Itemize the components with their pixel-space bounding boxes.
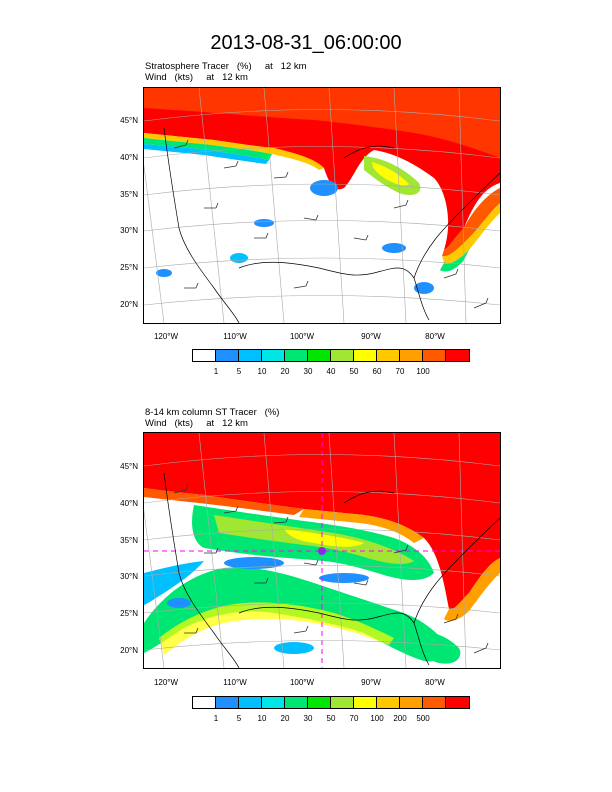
panel2-map [143, 432, 501, 669]
panel1-lat-20: 20°N [120, 300, 138, 309]
panel1-cbar-label: 1 [213, 367, 219, 376]
panel2-cbar-label: 50 [326, 714, 336, 723]
panel1-lat-35: 35°N [120, 190, 138, 199]
panel1-wind-label: Wind (kts) at 12 km [145, 72, 248, 83]
colorbar-box [216, 350, 239, 361]
colorbar-box [354, 697, 377, 708]
panel1-cbar-label: 20 [280, 367, 290, 376]
colorbar-box [446, 350, 469, 361]
panel2-lon-90: 90°W [361, 678, 381, 687]
panel2-lat-40: 40°N [120, 499, 138, 508]
panel2-cbar-label: 70 [349, 714, 359, 723]
panel1-cbar-label: 10 [257, 367, 267, 376]
panel1-lat-40: 40°N [120, 153, 138, 162]
colorbar-box [400, 350, 423, 361]
colorbar-box [331, 350, 354, 361]
colorbar-box [193, 350, 216, 361]
colorbar-box [285, 697, 308, 708]
panel1-lon-90: 90°W [361, 332, 381, 341]
panel2-lon-80: 80°W [425, 678, 445, 687]
panel1-map [143, 87, 501, 324]
colorbar-box [400, 697, 423, 708]
panel2-cbar-label: 200 [393, 714, 407, 723]
panel2-lat-30: 30°N [120, 572, 138, 581]
panel1-cbar-label: 60 [372, 367, 382, 376]
panel2-cbar-label: 10 [257, 714, 267, 723]
panel1-lon-80: 80°W [425, 332, 445, 341]
panel2-cbar-label: 20 [280, 714, 290, 723]
panel1-lon-100: 100°W [289, 332, 315, 341]
colorbar-box [423, 697, 446, 708]
panel2-cbar-label: 1 [213, 714, 219, 723]
panel2-lat-35: 35°N [120, 536, 138, 545]
panel2-lon-100: 100°W [289, 678, 315, 687]
colorbar-box [354, 350, 377, 361]
panel2-colorbar [192, 696, 470, 709]
panel1-cbar-label: 50 [349, 367, 359, 376]
colorbar-box [285, 350, 308, 361]
panel1-lat-30: 30°N [120, 226, 138, 235]
panel2-cbar-label: 500 [416, 714, 430, 723]
panel1-lat-25: 25°N [120, 263, 138, 272]
colorbar-box [377, 350, 400, 361]
panel1-lat-45: 45°N [120, 116, 138, 125]
colorbar-box [423, 350, 446, 361]
colorbar-box [239, 697, 262, 708]
panel1-lon-120: 120°W [153, 332, 179, 341]
panel2-cbar-label: 30 [303, 714, 313, 723]
colorbar-box [308, 697, 331, 708]
panel2-lat-45: 45°N [120, 462, 138, 471]
colorbar-box [262, 350, 285, 361]
panel2-lat-25: 25°N [120, 609, 138, 618]
colorbar-box [377, 697, 400, 708]
panel1-field-label: Stratosphere Tracer (%) at 12 km [145, 61, 307, 72]
panel1-cbar-label: 5 [236, 367, 242, 376]
colorbar-box [446, 697, 469, 708]
colorbar-box [331, 697, 354, 708]
colorbar-box [239, 350, 262, 361]
panel2-lon-120: 120°W [153, 678, 179, 687]
panel1-cbar-label: 30 [303, 367, 313, 376]
panel1-colorbar [192, 349, 470, 362]
colorbar-box [308, 350, 331, 361]
colorbar-box [193, 697, 216, 708]
panel2-lat-20: 20°N [120, 646, 138, 655]
panel2-cbar-label: 100 [370, 714, 384, 723]
panel1-cbar-label: 100 [416, 367, 430, 376]
plot-title: 2013-08-31_06:00:00 [210, 32, 402, 54]
panel1-cbar-label: 70 [395, 367, 405, 376]
colorbar-box [216, 697, 239, 708]
panel2-wind-label: Wind (kts) at 12 km [145, 418, 248, 429]
panel2-lon-110: 110°W [223, 678, 247, 687]
panel2-cbar-label: 5 [236, 714, 242, 723]
panel1-cbar-label: 40 [326, 367, 336, 376]
panel1-lon-110: 110°W [223, 332, 247, 341]
colorbar-box [262, 697, 285, 708]
panel2-field-label: 8-14 km column ST Tracer (%) [145, 407, 280, 418]
